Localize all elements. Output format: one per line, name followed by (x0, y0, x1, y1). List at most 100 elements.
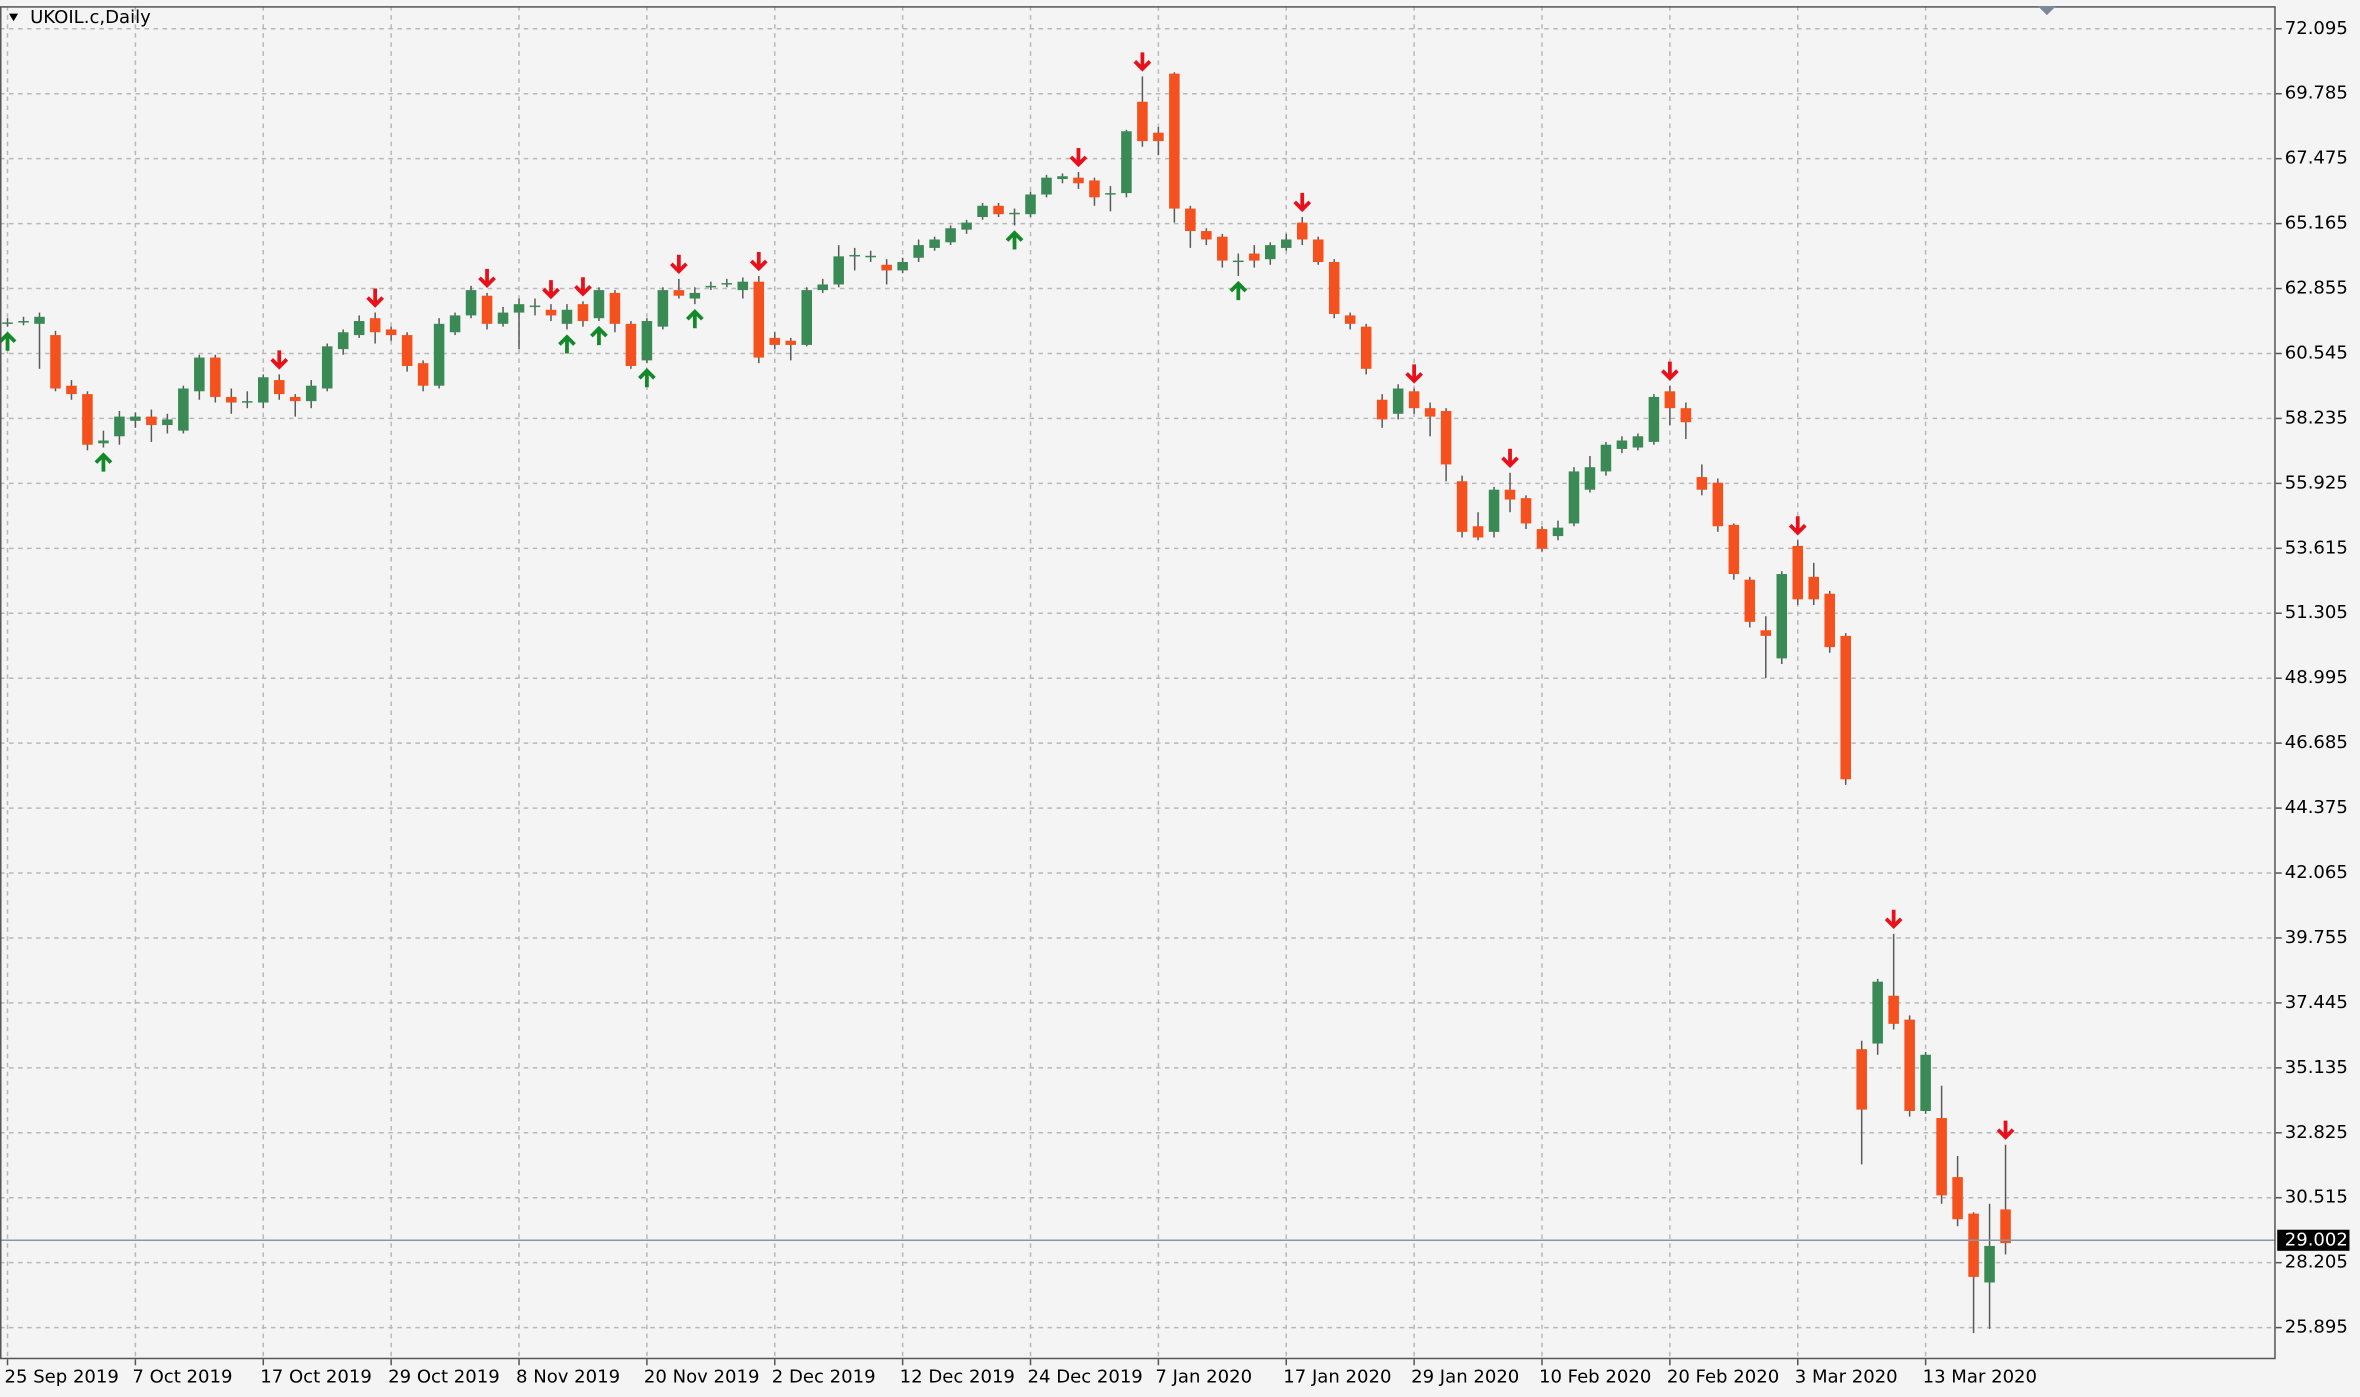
candle-body (18, 321, 29, 323)
candle-body (1153, 132, 1164, 142)
candle-body (913, 245, 924, 258)
candle-body (689, 292, 701, 299)
candle-body (817, 284, 828, 291)
y-tick-label: 46.685 (2285, 732, 2348, 753)
candle-body (385, 329, 397, 336)
y-tick-label: 37.445 (2285, 992, 2348, 1013)
candle-body (162, 419, 173, 426)
candle-body (1728, 524, 1740, 575)
candle-body (1872, 981, 1883, 1044)
candle-body (353, 321, 365, 336)
candle-body (641, 321, 653, 361)
candle-body (1185, 208, 1196, 232)
candle-body (1328, 261, 1340, 314)
candle-body (1584, 467, 1596, 490)
candle-body (1856, 1049, 1867, 1110)
y-tick-label: 48.995 (2285, 667, 2348, 688)
candle-body (82, 394, 93, 445)
candle-body (609, 292, 621, 324)
candle-body (513, 304, 525, 313)
candle-body (1089, 180, 1100, 198)
sell-arrow (1293, 192, 1312, 213)
candle-body (1408, 391, 1420, 409)
sell-arrow (1996, 1120, 2015, 1140)
axes: 72.095 69.785 67.475 65.165 62.855 60.545 58.2… (5, 18, 2350, 1387)
candle-body (1536, 529, 1548, 549)
buy-arrow (0, 331, 17, 351)
last-price-box (2277, 1229, 2350, 1251)
candle-body (1968, 1213, 1979, 1277)
x-tick-label: 8 Nov 2019 (516, 1366, 620, 1387)
y-tick-label: 51.305 (2285, 602, 2348, 623)
candle-body (1137, 101, 1148, 142)
candle-body (945, 228, 956, 243)
y-tick-label: 53.615 (2285, 537, 2348, 558)
y-tick-label: 28.205 (2285, 1252, 2348, 1273)
y-tick-label: 55.925 (2285, 472, 2348, 493)
x-tick-label: 25 Sep 2019 (5, 1366, 119, 1387)
candle-body (1824, 593, 1835, 648)
y-tick-label: 30.515 (2285, 1187, 2348, 1208)
candle-body (1217, 236, 1228, 261)
candle-body (273, 380, 285, 395)
candle-body (1552, 527, 1564, 537)
y-tick-label: 35.135 (2285, 1057, 2348, 1078)
plot (0, 52, 2276, 1334)
candle-body (1744, 579, 1756, 622)
sell-arrow (1661, 361, 1679, 381)
candle-body (785, 340, 797, 345)
candle-body (1440, 410, 1452, 465)
candle-body (1808, 576, 1820, 600)
buy-arrow (94, 452, 113, 472)
candle-body (1920, 1054, 1931, 1112)
candle-body (242, 401, 253, 403)
sell-arrow (670, 254, 688, 274)
candle-body (1648, 396, 1660, 442)
last-price-label: 29.002 (2285, 1229, 2348, 1250)
x-tick-label: 3 Mar 2020 (1795, 1366, 1898, 1387)
candle-body (657, 290, 669, 327)
x-tick-label: 2 Dec 2019 (772, 1366, 876, 1387)
candle-body (369, 318, 381, 333)
candle-body (210, 357, 221, 397)
candle-body (146, 416, 157, 426)
sell-arrow (270, 350, 289, 370)
y-tick-label: 65.165 (2285, 213, 2348, 234)
candle-body (897, 261, 908, 271)
y-tick-label: 44.375 (2285, 797, 2348, 818)
buy-arrow (638, 368, 656, 388)
candle-body (961, 222, 972, 230)
candle-body (1169, 73, 1180, 209)
candle-body (833, 256, 844, 285)
candle-body (1568, 471, 1580, 524)
candle-body (753, 281, 765, 358)
x-tick-label: 29 Jan 2020 (1411, 1366, 1519, 1387)
y-tick-label: 58.235 (2285, 407, 2348, 428)
candle-body (1233, 260, 1244, 263)
candle-body (337, 332, 349, 350)
y-tick-label: 72.095 (2285, 18, 2348, 39)
candle-body (258, 377, 269, 403)
x-tick-label: 7 Oct 2019 (132, 1366, 232, 1387)
candle-body (1792, 545, 1804, 600)
shift-marker[interactable] (2037, 6, 2056, 16)
y-tick-label: 69.785 (2285, 83, 2348, 104)
sell-arrow (1788, 516, 1807, 536)
sell-arrow (478, 268, 496, 289)
candle-body (178, 388, 189, 431)
candle-body (545, 309, 557, 316)
candle-body (1488, 489, 1500, 532)
candle-body (737, 281, 749, 291)
y-tick-label: 62.855 (2285, 278, 2348, 299)
candle-body (1984, 1245, 1995, 1283)
menu-triangle[interactable] (9, 13, 19, 22)
sell-arrow (1884, 909, 1903, 930)
sell-arrow (542, 280, 560, 300)
buy-arrow (1229, 280, 1248, 301)
candle-body (1073, 177, 1084, 184)
buy-arrow (1005, 230, 1024, 250)
candle-body (1696, 477, 1708, 490)
candle-body (114, 416, 125, 437)
chart-title: UKOIL.c,Daily (30, 7, 151, 28)
x-tick-label: 20 Nov 2019 (644, 1366, 760, 1387)
